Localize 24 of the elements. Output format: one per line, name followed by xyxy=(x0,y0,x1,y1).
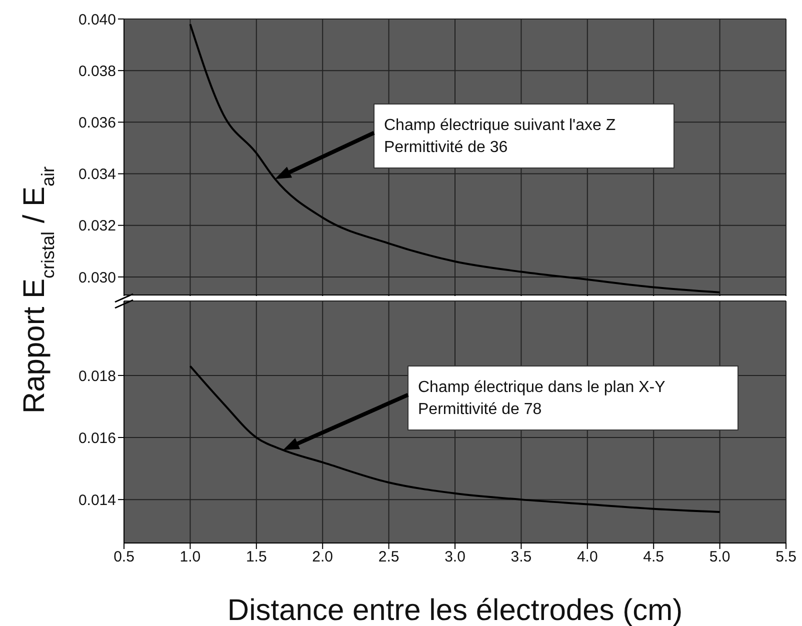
x-tick-label: 2.0 xyxy=(312,548,334,566)
x-tick-label: 5.5 xyxy=(776,548,796,566)
x-tick-label: 1.5 xyxy=(246,548,267,566)
x-tick-label: 5.0 xyxy=(709,548,730,566)
x-axis-title: Distance entre les électrodes (cm) xyxy=(227,594,683,626)
y-tick-label: 0.016 xyxy=(78,430,116,447)
x-tick-label: 0.5 xyxy=(114,548,134,566)
x-tick-label: 1.0 xyxy=(180,548,201,566)
y-tick-label: 0.018 xyxy=(78,368,116,385)
x-tick-label: 3.5 xyxy=(510,548,532,566)
x-tick-label: 2.5 xyxy=(378,548,400,566)
x-tick-label: 3.0 xyxy=(444,548,466,566)
annotation: Champ électrique suivant l'axe Z Permittivité de 36 xyxy=(384,117,616,156)
y-tick-label: 0.032 xyxy=(78,218,116,235)
y-tick-label: 0.014 xyxy=(78,492,116,509)
x-tick-label: 4.5 xyxy=(643,548,664,566)
y-tick-label: 0.038 xyxy=(78,62,116,80)
y-tick-label: 0.036 xyxy=(78,114,116,132)
y-tick-label: 0.040 xyxy=(78,11,116,28)
y-tick-label: 0.034 xyxy=(78,166,116,184)
line-series xyxy=(189,365,721,513)
x-tick-label: 4.0 xyxy=(576,548,598,566)
y-tick-label: 0.030 xyxy=(78,269,116,286)
annotation: Champ électrique dans le plan X-Y Permittivité de 78 xyxy=(418,379,666,418)
